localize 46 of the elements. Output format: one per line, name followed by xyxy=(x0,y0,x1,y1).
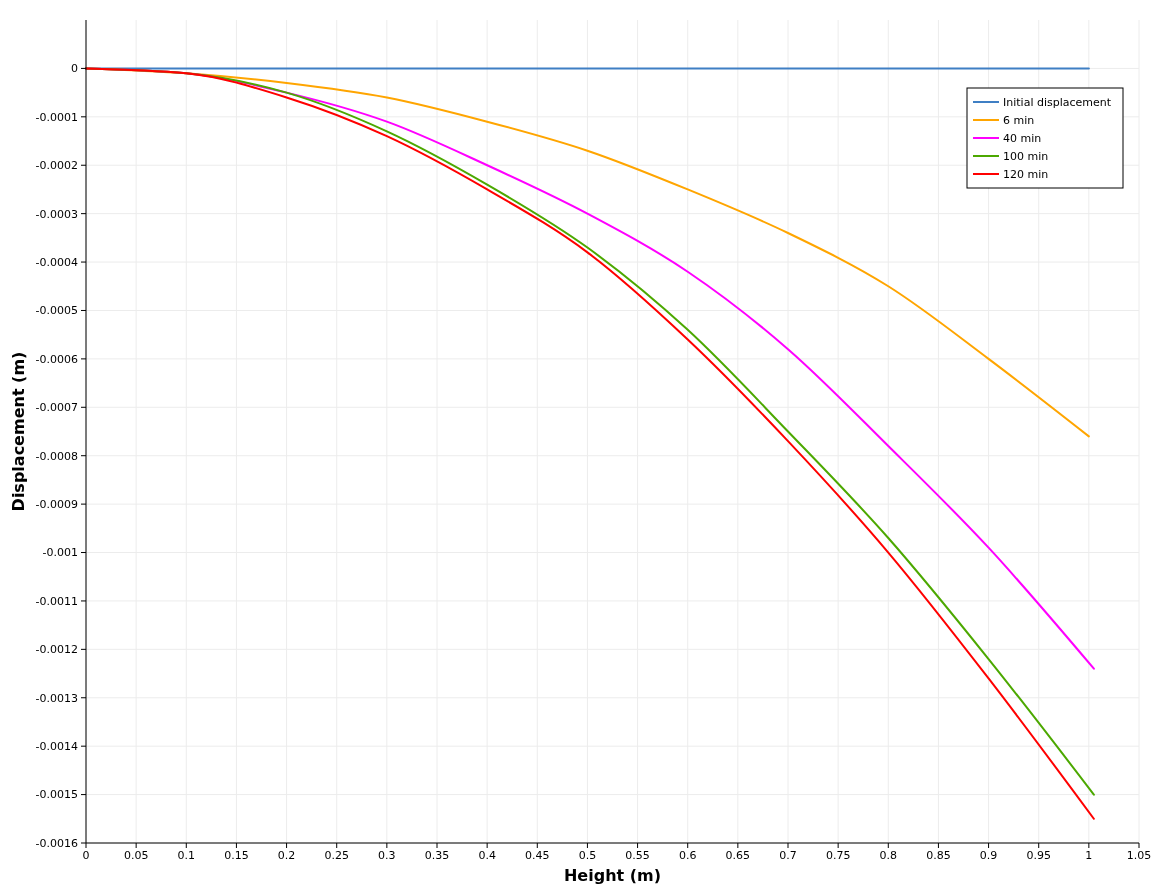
y-tick-label: -0.0005 xyxy=(35,304,78,318)
x-tick-label: 0.85 xyxy=(926,849,951,862)
x-tick-label: 0.95 xyxy=(1026,849,1051,862)
y-tick-label: 0 xyxy=(71,62,78,76)
y-tick-label: -0.0012 xyxy=(35,643,78,657)
x-tick-label: 0.65 xyxy=(725,849,751,862)
y-tick-label: -0.0008 xyxy=(35,449,78,463)
legend-label: Initial displacement xyxy=(1003,95,1112,109)
x-tick-label: 0.15 xyxy=(224,849,249,862)
y-tick-label: -0.0007 xyxy=(35,401,78,415)
y-tick-label: -0.0003 xyxy=(35,207,78,221)
x-tick-label: 1.05 xyxy=(1126,849,1152,862)
x-tick-label: 0.45 xyxy=(525,849,550,862)
x-tick-label: 0 xyxy=(82,849,90,862)
legend-label: 40 min xyxy=(1003,131,1042,145)
x-axis-title: Height (m) xyxy=(563,866,662,885)
y-tick-label: -0.0004 xyxy=(35,255,78,269)
y-tick-label: -0.0009 xyxy=(35,497,78,511)
x-tick-label: 0.3 xyxy=(378,849,396,862)
x-tick-label: 0.55 xyxy=(625,849,650,862)
x-tick-label: 0.1 xyxy=(177,849,196,862)
y-tick-label: -0.0015 xyxy=(35,788,78,802)
x-tick-label: 0.8 xyxy=(879,849,898,862)
x-tick-label: 0.2 xyxy=(277,849,296,862)
legend-label: 120 min xyxy=(1003,167,1049,181)
y-tick-label: -0.0014 xyxy=(35,740,78,754)
y-tick-label: -0.001 xyxy=(42,546,78,560)
y-tick-label: -0.0011 xyxy=(35,594,78,608)
y-axis-title: Displacement (m) xyxy=(9,351,28,512)
x-tick-label: 0.7 xyxy=(779,849,797,862)
y-tick-label: -0.0013 xyxy=(35,691,78,705)
y-tick-label: -0.0002 xyxy=(35,159,78,173)
x-tick-label: 0.9 xyxy=(979,849,998,862)
x-tick-label: 1 xyxy=(1085,849,1093,862)
x-tick-label: 0.75 xyxy=(825,849,851,862)
y-tick-label: -0.0006 xyxy=(35,352,78,366)
legend-label: 100 min xyxy=(1003,149,1049,163)
x-tick-label: 0.05 xyxy=(123,849,149,862)
x-tick-label: 0.6 xyxy=(678,849,697,862)
x-tick-label: 0.4 xyxy=(478,849,496,862)
y-tick-label: -0.0001 xyxy=(35,110,78,124)
x-tick-label: 0.25 xyxy=(324,849,349,862)
x-tick-label: 0.5 xyxy=(578,849,597,862)
legend-label: 6 min xyxy=(1003,113,1035,127)
y-tick-label: -0.0016 xyxy=(35,836,78,850)
x-tick-label: 0.35 xyxy=(424,849,450,862)
